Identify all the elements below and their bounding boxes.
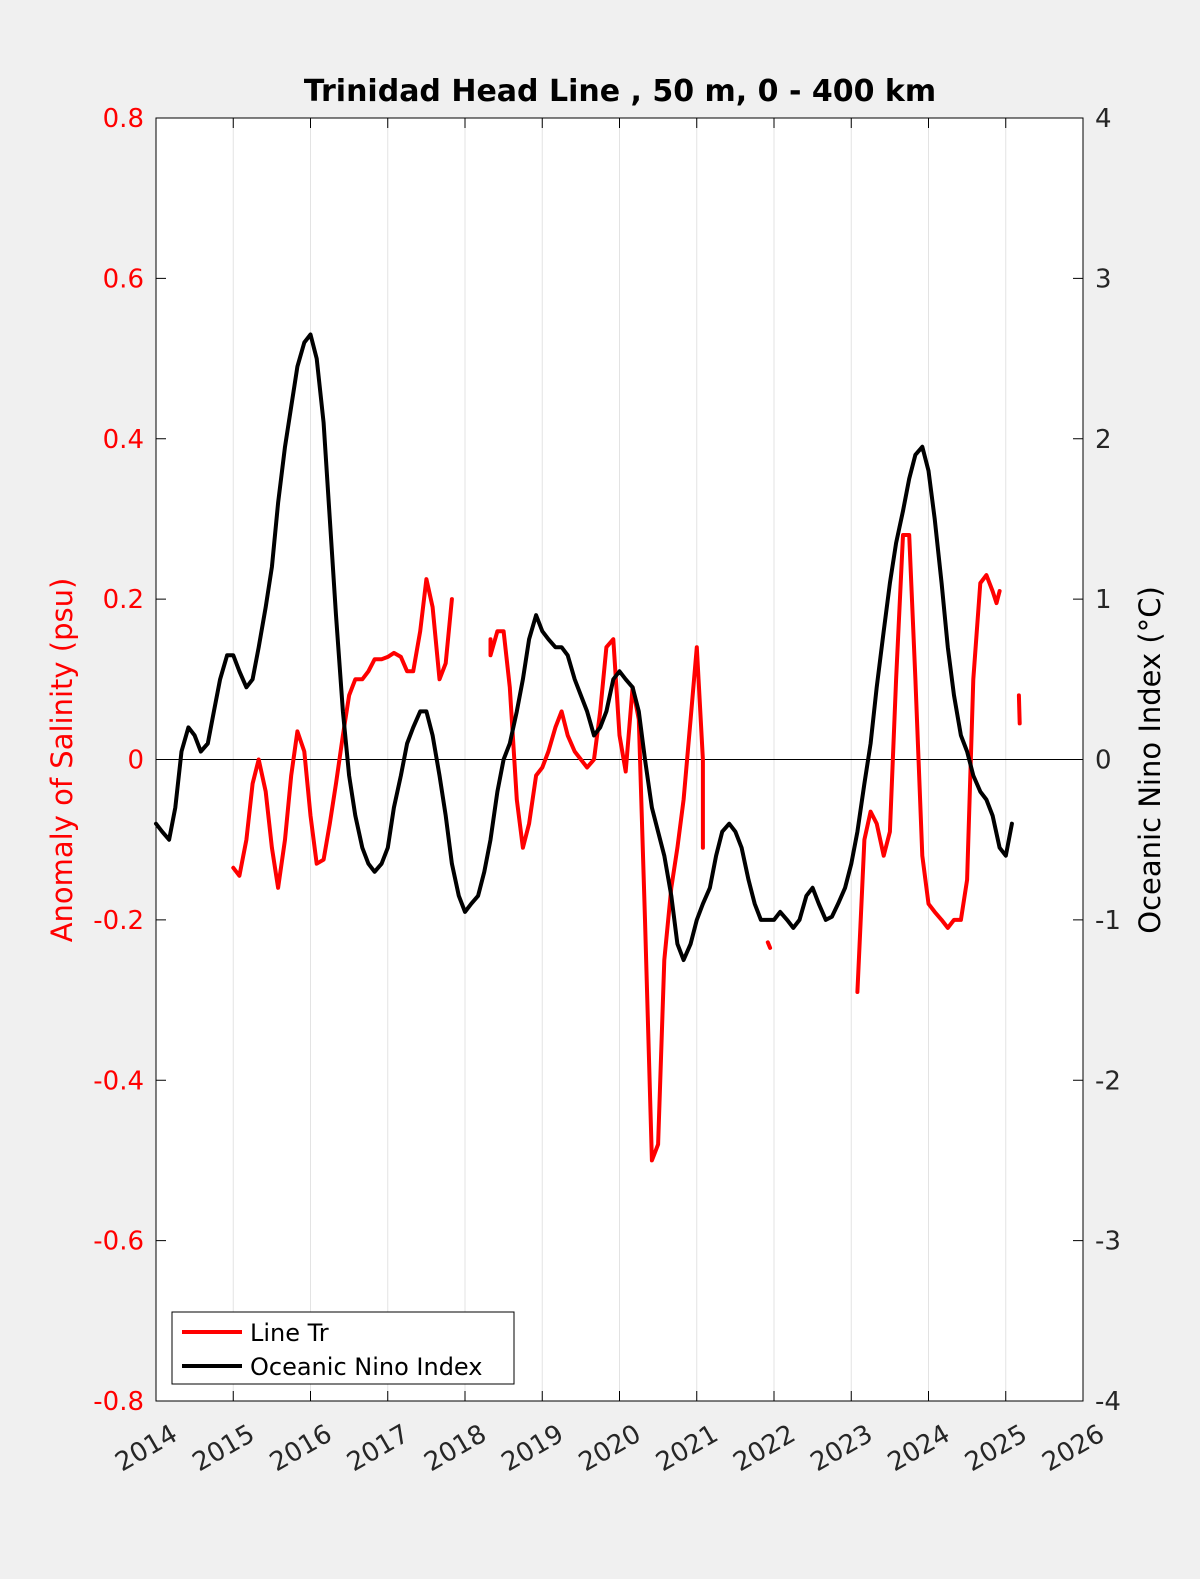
x-tick-label: 2021: [651, 1419, 723, 1478]
y-right-tick-label: 2: [1095, 425, 1112, 455]
legend-label-oni: Oceanic Nino Index: [250, 1353, 482, 1381]
x-tick-label: 2020: [574, 1419, 646, 1478]
y-right-tick-label: -1: [1095, 906, 1121, 936]
y-left-tick-label: 0.6: [103, 264, 144, 294]
chart-title: Trinidad Head Line , 50 m, 0 - 400 km: [304, 74, 936, 109]
y-right-tick-label: -4: [1095, 1387, 1121, 1417]
y-left-tick-label: -0.4: [93, 1066, 144, 1096]
y-axis-right-label: Oceanic Nino Index (°C): [1133, 586, 1167, 934]
series-layer: [154, 332, 1022, 1163]
legend-box: [171, 1311, 515, 1385]
y-right-tick-label: 1: [1095, 585, 1112, 615]
y-left-tick-label: -0.6: [93, 1227, 144, 1257]
y-right-tick-label: 3: [1095, 264, 1112, 294]
x-tick-label: 2026: [1037, 1419, 1109, 1478]
x-tick-label: 2017: [342, 1419, 414, 1478]
series-line-tr-segment: [488, 629, 705, 1163]
x-tick-label: 2022: [728, 1419, 800, 1478]
legend-label-line-tr: Line Tr: [250, 1319, 329, 1347]
y-right-tick-label: 4: [1095, 104, 1112, 134]
y-axis-left-label: Anomaly of Salinity (psu): [45, 578, 79, 943]
y-left-tick-label: 0.2: [103, 585, 144, 615]
y-right-tick-label: -3: [1095, 1227, 1121, 1257]
y-right-tick-label: -2: [1095, 1066, 1121, 1096]
series-line-tr-segment: [855, 533, 1002, 994]
series-line-tr-segment: [765, 940, 773, 950]
y-left-tick-label: -0.2: [93, 906, 144, 936]
x-tick-label: 2024: [883, 1419, 955, 1478]
y-left-tick-label: 0.8: [103, 104, 144, 134]
series-line-tr-segment: [231, 577, 454, 890]
y-left-tick-label: 0.4: [103, 425, 144, 455]
legend: Line Tr Oceanic Nino Index: [171, 1311, 515, 1385]
y-left-tick-label: 0: [127, 746, 144, 776]
x-tick-label: 2018: [419, 1419, 491, 1478]
x-tick-label: 2016: [265, 1419, 337, 1478]
series-line-tr-segment: [1016, 693, 1022, 726]
y-right-tick-label: 0: [1095, 746, 1112, 776]
y-left-tick-label: -0.8: [93, 1387, 144, 1417]
x-tick-label: 2025: [960, 1419, 1032, 1478]
x-tick-label: 2019: [497, 1419, 569, 1478]
x-tick-label: 2014: [110, 1419, 182, 1478]
x-tick-label: 2015: [188, 1419, 260, 1478]
series-oni-segment: [154, 332, 1014, 962]
x-tick-label: 2023: [806, 1419, 878, 1478]
